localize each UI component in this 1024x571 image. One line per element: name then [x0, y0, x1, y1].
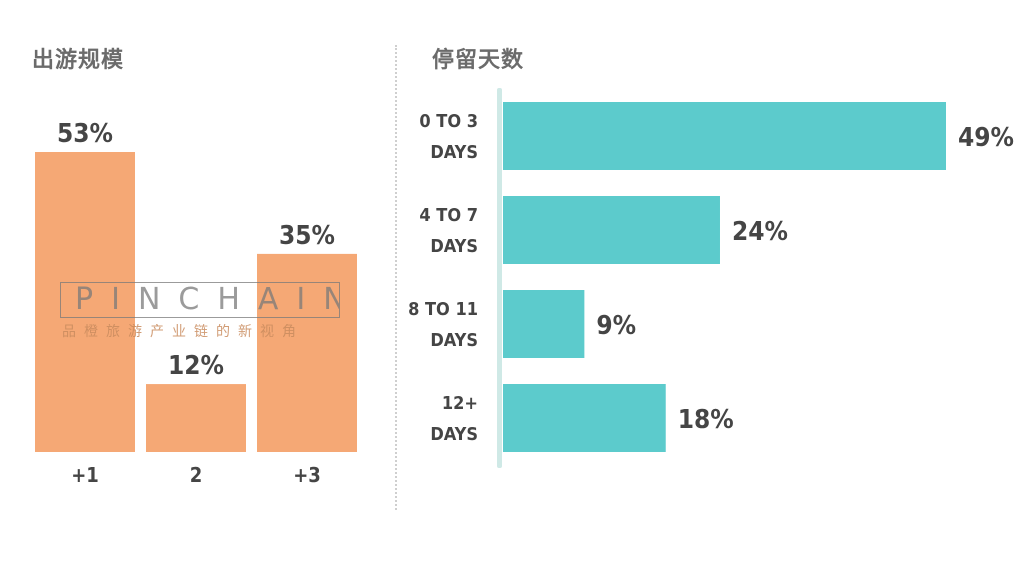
category-label-stay-days-3-1: DAYS: [430, 424, 478, 445]
bar-stay-days-3: [503, 384, 666, 452]
chart-title-stay-days: 停留天数: [432, 48, 525, 73]
value-label-stay-days-1: 24%: [732, 217, 788, 247]
watermark-subtext: 品橙旅游产业链的新视角: [62, 324, 304, 340]
category-label-stay-days-0-0: 0 TO 3: [419, 111, 478, 132]
chart-title-trip-scale: 出游规模: [32, 48, 125, 73]
watermark-logo: PINCHAIN: [60, 282, 340, 318]
category-label-stay-days-2-1: DAYS: [430, 330, 478, 351]
category-label-stay-days-0-1: DAYS: [430, 142, 478, 163]
bar-stay-days-1: [503, 196, 720, 264]
bar-trip-scale-1: [146, 384, 246, 452]
category-label-trip-scale-2: +3: [293, 463, 321, 487]
category-label-stay-days-1-0: 4 TO 7: [419, 205, 478, 226]
bar-stay-days-2: [503, 290, 585, 358]
value-label-trip-scale-0: 53%: [57, 119, 113, 149]
category-label-stay-days-1-1: DAYS: [430, 236, 478, 257]
category-label-trip-scale-0: +1: [71, 463, 99, 487]
category-label-trip-scale-1: 2: [190, 463, 203, 487]
axis-line-stay-days: [497, 88, 502, 468]
bar-stay-days-0: [503, 102, 946, 170]
value-label-stay-days-0: 49%: [958, 123, 1014, 153]
category-label-stay-days-2-0: 8 TO 11: [408, 299, 478, 320]
category-label-stay-days-3-0: 12+: [442, 393, 478, 414]
value-label-stay-days-2: 9%: [596, 311, 636, 341]
bar-trip-scale-2: [257, 253, 357, 452]
panel-divider: [395, 45, 397, 510]
value-label-trip-scale-1: 12%: [168, 351, 224, 381]
value-label-trip-scale-2: 35%: [279, 221, 335, 251]
bar-trip-scale-0: [35, 152, 135, 452]
value-label-stay-days-3: 18%: [678, 405, 734, 435]
